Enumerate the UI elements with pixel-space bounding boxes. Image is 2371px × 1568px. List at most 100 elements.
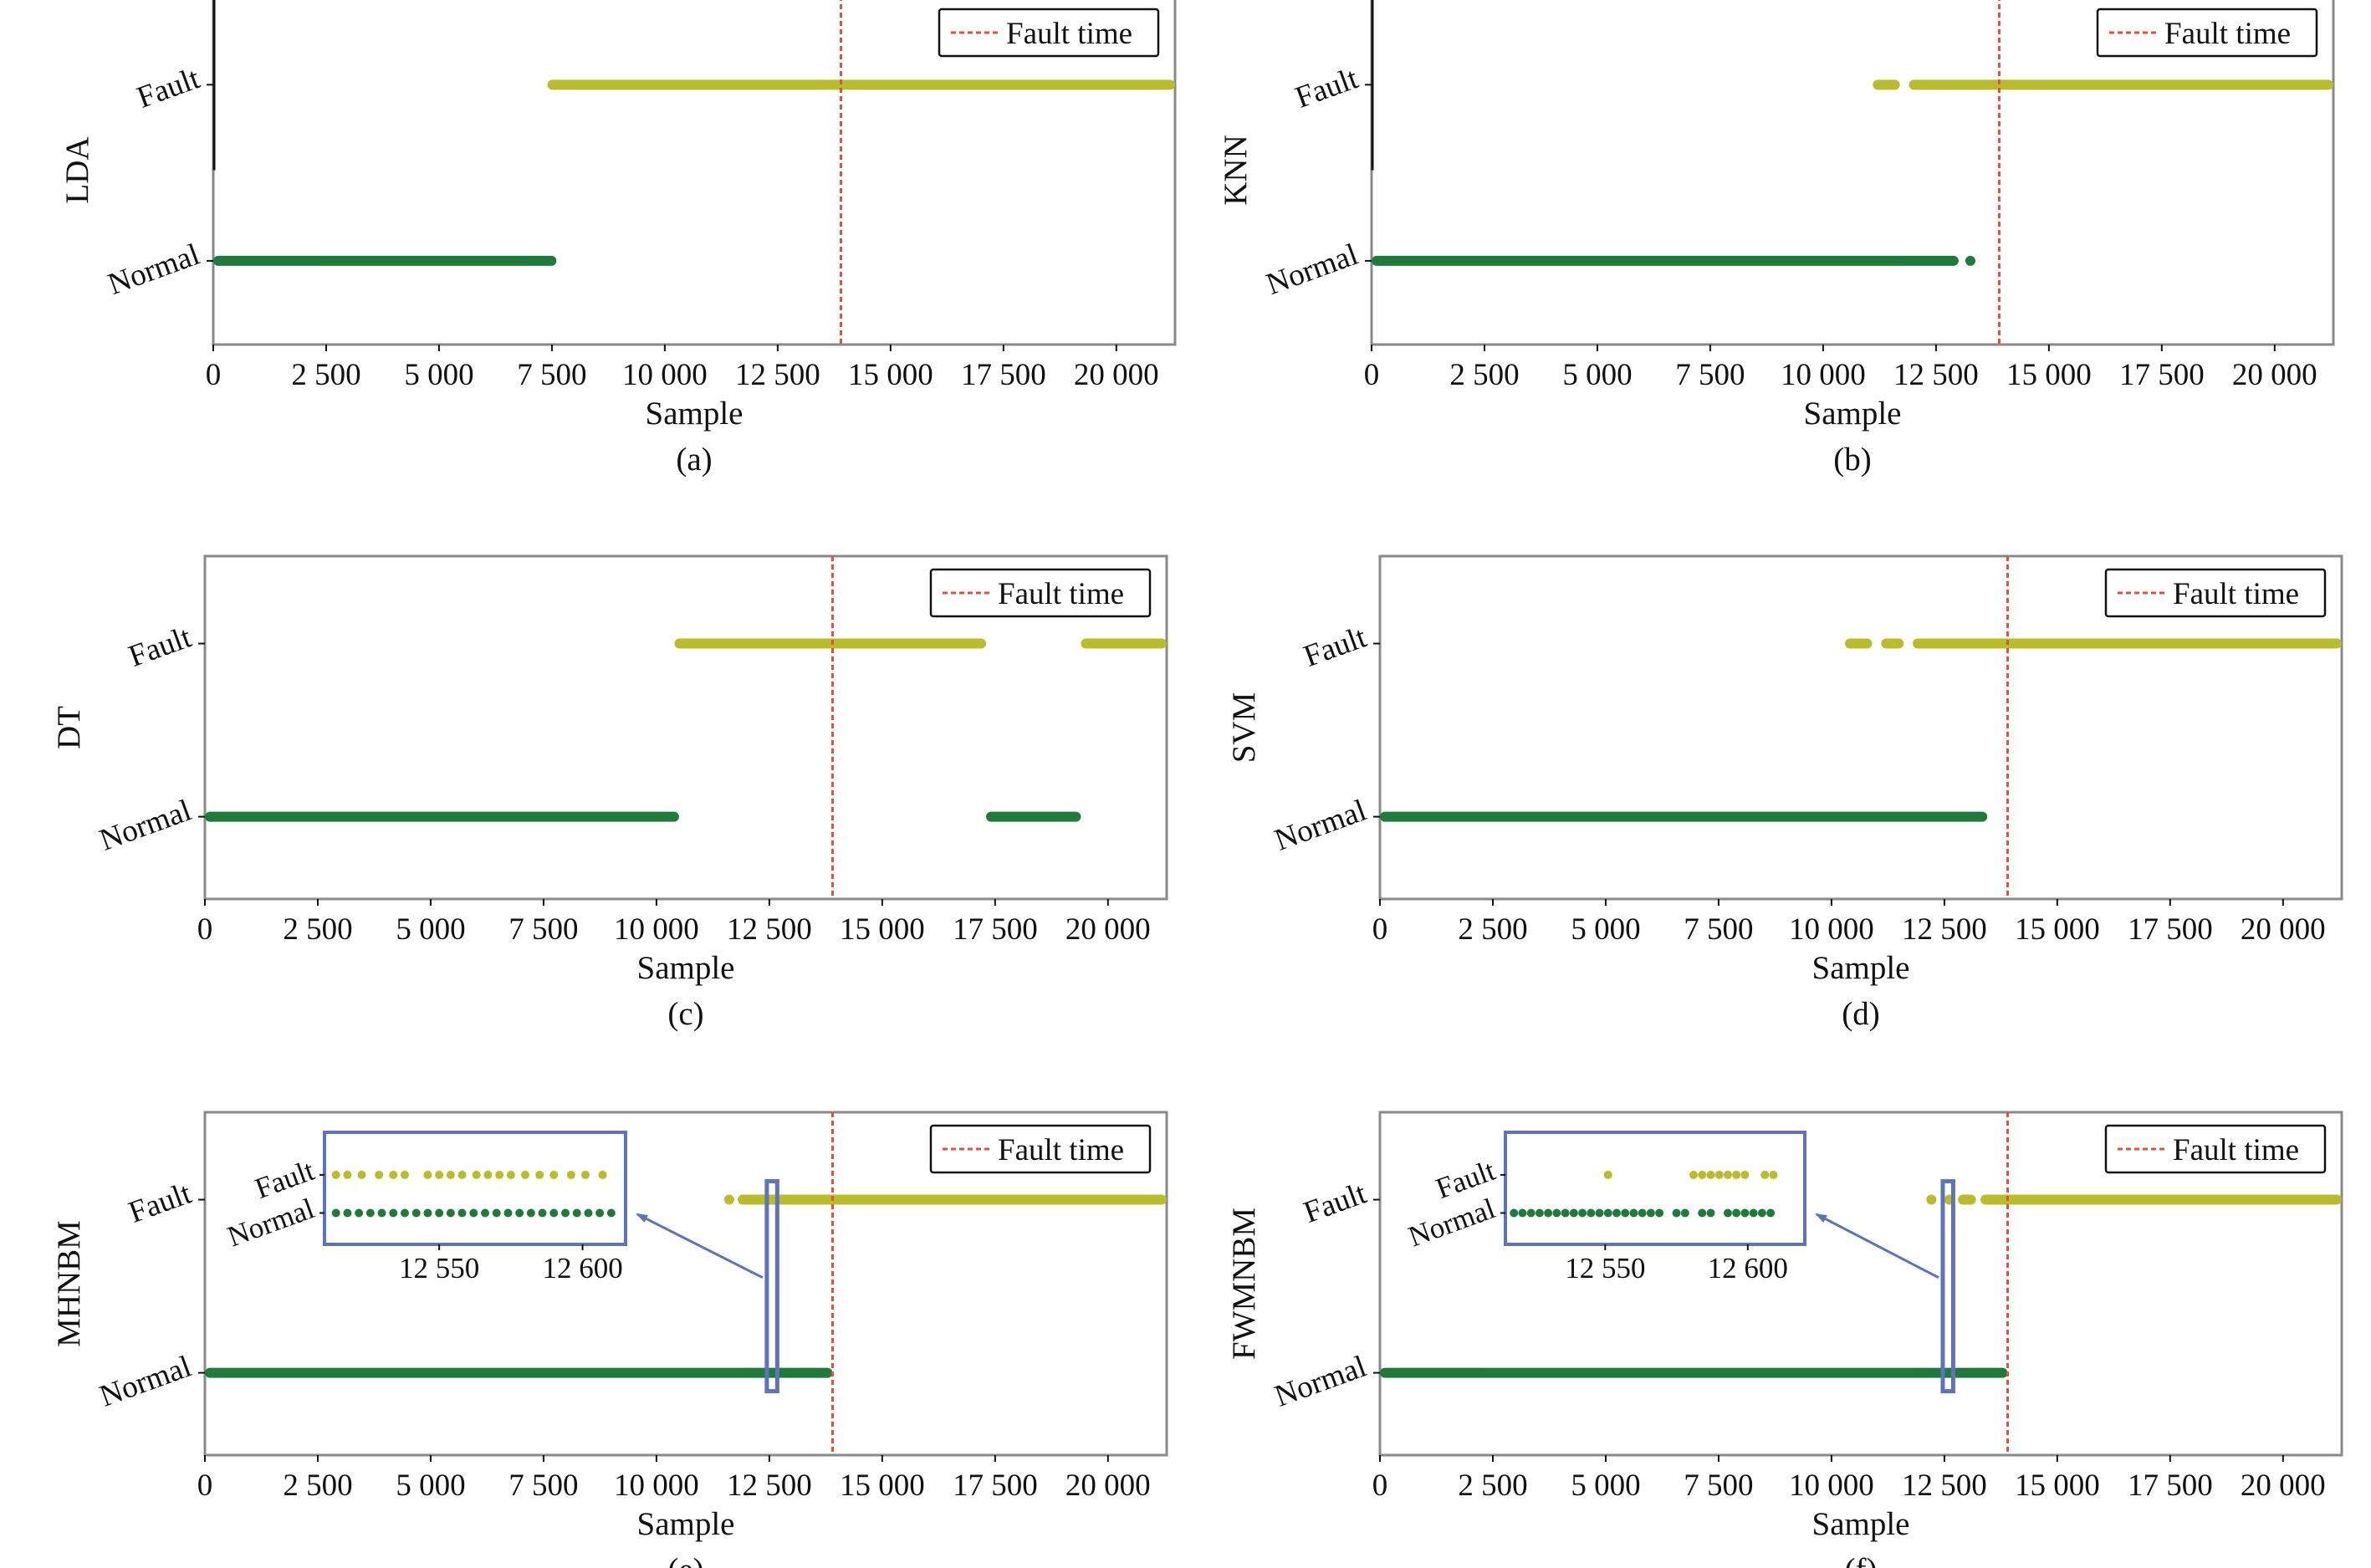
x-tick-label: 2 500 — [1449, 358, 1519, 392]
x-tick-label: 20 000 — [1065, 1468, 1151, 1503]
x-axis-title: Sample — [1812, 1506, 1910, 1542]
inset-fault-point — [535, 1170, 544, 1179]
x-tick-label: 17 500 — [961, 358, 1046, 392]
inset-fault-point — [495, 1170, 504, 1179]
inset-fault-point — [331, 1170, 340, 1179]
x-axis-title: Sample — [1804, 396, 1902, 432]
panel-label: (f) — [1845, 1552, 1878, 1568]
inset-fault-point — [566, 1170, 575, 1179]
y-tick-label-normal: Normal — [1262, 237, 1362, 302]
x-tick-label: 20 000 — [2241, 1468, 2326, 1503]
inset-x-tick-label: 12 600 — [1708, 1252, 1788, 1285]
inset-normal-point — [481, 1208, 489, 1218]
y-axis-title: MHNBM — [51, 1220, 87, 1347]
inset-normal-point — [1578, 1208, 1587, 1218]
fault-segment — [1958, 1194, 1976, 1205]
inset-fault-point — [1706, 1170, 1715, 1179]
y-tick-label-fault: Fault — [1291, 61, 1363, 115]
y-axis-title: LDA — [59, 136, 95, 203]
fault-segment — [1881, 638, 1904, 649]
x-tick-label: 5 000 — [404, 358, 473, 392]
legend: Fault time — [2104, 568, 2327, 618]
legend-label: Fault time — [1006, 17, 1132, 51]
inset-fault-point — [598, 1170, 607, 1179]
y-axis-title: FWMNBM — [1226, 1208, 1262, 1360]
inset-fault-point — [581, 1170, 590, 1179]
x-tick-label: 17 500 — [2128, 1468, 2213, 1503]
inset-normal-point — [1621, 1208, 1630, 1218]
inset-normal-point — [469, 1208, 478, 1218]
inset-normal-point — [538, 1208, 547, 1218]
x-tick-label: 10 000 — [1781, 358, 1866, 392]
y-tick-label-fault: Fault — [1300, 620, 1372, 674]
legend-label: Fault time — [998, 577, 1124, 611]
inset-normal-point — [1732, 1208, 1741, 1218]
x-tick-label: 0 — [1364, 358, 1380, 392]
inset-fault-point — [1723, 1170, 1732, 1179]
panel-fwmnbm: Normal Fault FWMNBM 0 2 500 5 000 7 500 10 000 1… — [1226, 1111, 2343, 1568]
inset-normal-point — [1552, 1208, 1561, 1218]
panel-knn: Normal Fault KNN 0 2 500 5 000 7 500 10 000 12 5… — [1218, 0, 2335, 478]
x-tick-label: 0 — [206, 358, 222, 392]
inset-fault-point — [1603, 1170, 1612, 1179]
legend-box — [2096, 8, 2318, 58]
x-tick-label: 12 500 — [727, 912, 812, 947]
x-tick-label: 5 000 — [1571, 912, 1640, 947]
y-axis-title: KNN — [1218, 135, 1254, 206]
inset-fault-point — [389, 1170, 398, 1179]
panel-label: (a) — [676, 442, 712, 478]
fault-segment — [1845, 638, 1873, 649]
inset-fault-point — [357, 1170, 366, 1179]
plot-frame — [1378, 554, 2343, 901]
inset-normal-point — [355, 1208, 364, 1218]
inset-fault-point — [1714, 1170, 1724, 1179]
inset-fault-point — [483, 1170, 493, 1179]
x-tick-label: 12 500 — [1902, 912, 1987, 947]
y-tick-label-normal: Normal — [1270, 1350, 1371, 1414]
legend: Fault time — [938, 8, 1160, 58]
fault-segment — [1913, 638, 2342, 649]
x-tick-label: 15 000 — [2015, 1468, 2100, 1503]
inset-fault-point — [1740, 1170, 1750, 1179]
y-tick-label-normal: Normal — [104, 237, 204, 302]
zoom-region — [764, 1179, 779, 1394]
x-axis-title: Sample — [1812, 950, 1910, 986]
x-tick-label: 0 — [197, 1468, 213, 1503]
x-tick-label: 17 500 — [953, 1468, 1038, 1503]
x-tick-label: 2 500 — [1458, 1468, 1527, 1503]
legend-box — [929, 1124, 1152, 1174]
legend-label: Fault time — [2173, 1133, 2299, 1167]
x-tick-label: 17 500 — [2128, 912, 2213, 947]
x-tick-label: 10 000 — [622, 358, 708, 392]
inset-normal-point — [457, 1208, 467, 1218]
inset-pointer-arrow — [1815, 1213, 1939, 1279]
legend-label: Fault time — [2173, 577, 2299, 611]
inset-normal-point — [1518, 1208, 1527, 1218]
panel-lda: Normal Fault LDA 0 2 500 5 000 7 500 10 000 12 5… — [59, 0, 1177, 478]
plot-frame — [203, 554, 1168, 901]
normal-segment — [213, 255, 557, 266]
inset-fault-point — [1698, 1170, 1707, 1179]
panel-dt: Normal Fault DT 0 2 500 5 000 7 500 10 000 12 50… — [51, 554, 1168, 1032]
legend: Fault time — [929, 568, 1152, 618]
inset-normal-point — [1569, 1208, 1578, 1218]
inset-normal-point — [1680, 1208, 1689, 1218]
inset-fault-point — [521, 1170, 529, 1179]
inset-normal-point — [1698, 1208, 1707, 1218]
inset-normal-point — [1646, 1208, 1655, 1218]
inset-fault-point — [435, 1170, 444, 1179]
inset-normal-point — [401, 1208, 409, 1218]
fault-segment — [547, 79, 1175, 90]
inset-fault-point — [1732, 1170, 1741, 1179]
legend-label: Fault time — [2164, 17, 2291, 51]
x-tick-label: 15 000 — [840, 1468, 925, 1503]
x-tick-label: 12 500 — [735, 358, 820, 392]
inset-normal-point — [423, 1208, 432, 1218]
x-axis-title: Sample — [646, 396, 743, 432]
inset-normal-point — [1595, 1208, 1604, 1218]
inset-normal-point — [1603, 1208, 1612, 1218]
x-tick-label: 2 500 — [1458, 912, 1527, 947]
x-tick-label: 10 000 — [1789, 912, 1874, 947]
x-tick-label: 7 500 — [508, 912, 578, 947]
inset-normal-point — [503, 1208, 513, 1218]
